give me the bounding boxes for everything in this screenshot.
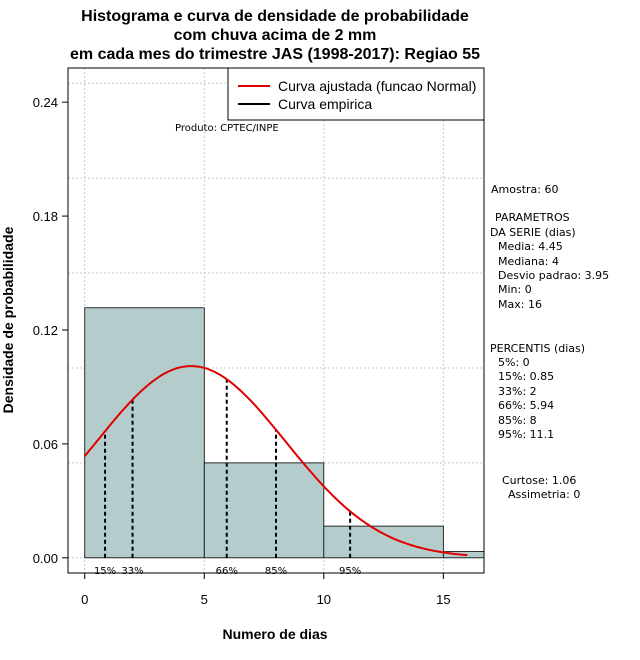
legend: Curva ajustada (funcao Normal) Curva emp… bbox=[227, 67, 485, 121]
legend-label-normal: Curva ajustada (funcao Normal) bbox=[278, 78, 476, 94]
x-tick-label: 5 bbox=[201, 592, 208, 607]
y-tick-label: 0.18 bbox=[33, 209, 58, 224]
percentile-lines bbox=[104, 379, 352, 558]
percentile-label: 66% bbox=[216, 566, 238, 577]
percentile-33: 33%: 2 bbox=[498, 385, 537, 398]
percentile-66: 66%: 5.94 bbox=[498, 399, 554, 412]
chart-title-line-1: Histograma e curva de densidade de proba… bbox=[81, 8, 469, 25]
y-axis: 0.00 0.06 0.12 0.18 0.24 bbox=[33, 95, 69, 566]
x-axis: 0 5 10 15 bbox=[81, 572, 451, 607]
percentiles-title: PERCENTIS (dias) bbox=[490, 342, 585, 355]
normal-fit-curve bbox=[83, 365, 468, 557]
parameters-title-line-1: PARAMETROS bbox=[495, 211, 570, 224]
product-label: Produto: CPTEC/INPE bbox=[175, 123, 279, 134]
percentile-85: 85%: 8 bbox=[498, 414, 537, 427]
param-median: Mediana: 4 bbox=[498, 255, 559, 268]
x-tick-label: 15 bbox=[436, 592, 450, 607]
histogram-bar bbox=[203, 462, 325, 559]
chart-title-line-3: em cada mes do trimestre JAS (1998-2017)… bbox=[70, 46, 480, 63]
legend-box bbox=[227, 67, 485, 121]
chart-title-line-2: com chuva acima de 2 mm bbox=[174, 27, 377, 44]
param-mean: Media: 4.45 bbox=[498, 240, 563, 253]
histogram-bar bbox=[323, 525, 444, 559]
percentile-label: 15% bbox=[94, 566, 116, 577]
percentile-5: 5%: 0 bbox=[498, 356, 530, 369]
kurtosis: Curtose: 1.06 bbox=[502, 474, 576, 487]
legend-label-empirical: Curva empirica bbox=[278, 96, 372, 112]
y-tick-label: 0.24 bbox=[33, 95, 58, 110]
x-axis-label: Numero de dias bbox=[222, 626, 327, 642]
percentile-label: 95% bbox=[339, 566, 361, 577]
percentile-15: 15%: 0.85 bbox=[498, 370, 554, 383]
histogram-bars bbox=[84, 307, 485, 559]
statistics-panel: Amostra: 60 PARAMETROS DA SERIE (dias) M… bbox=[490, 183, 609, 501]
x-tick-label: 10 bbox=[317, 592, 331, 607]
y-tick-label: 0.12 bbox=[33, 323, 58, 338]
percentile-labels: 15% 33% 66% 85% 95% bbox=[94, 566, 361, 577]
parameters-title-line-2: DA SERIE (dias) bbox=[490, 226, 576, 239]
percentile-95: 95%: 11.1 bbox=[498, 428, 554, 441]
param-min: Min: 0 bbox=[498, 283, 532, 296]
y-tick-label: 0.00 bbox=[33, 551, 58, 566]
param-max: Max: 16 bbox=[498, 298, 542, 311]
skewness: Assimetria: 0 bbox=[508, 488, 580, 501]
x-tick-label: 0 bbox=[81, 592, 88, 607]
y-axis-label: Densidade de probabilidade bbox=[0, 226, 16, 413]
param-std: Desvio padrao: 3.95 bbox=[498, 269, 609, 282]
percentile-label: 85% bbox=[265, 566, 287, 577]
y-tick-label: 0.06 bbox=[33, 437, 58, 452]
percentile-label: 33% bbox=[121, 566, 143, 577]
sample-size: Amostra: 60 bbox=[491, 183, 558, 196]
